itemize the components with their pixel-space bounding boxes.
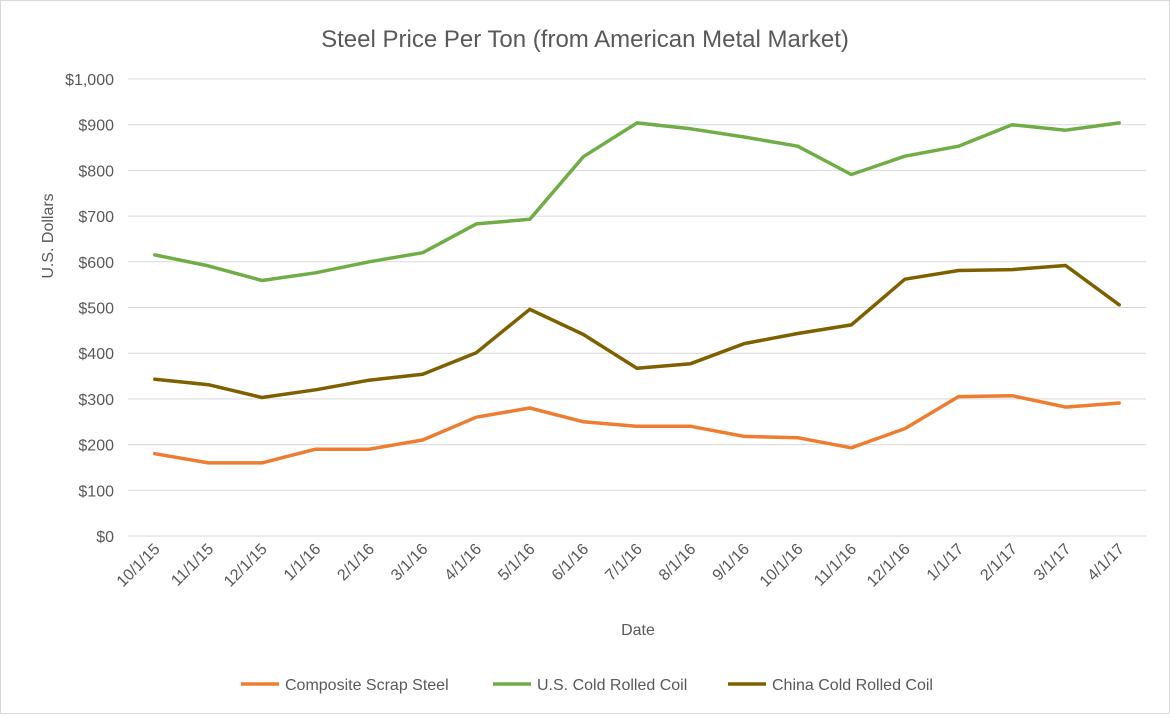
x-tick-label: 11/1/15 — [168, 541, 217, 590]
y-tick-label: $500 — [78, 301, 114, 318]
y-tick-label: $600 — [78, 255, 114, 272]
y-tick-label: $300 — [78, 392, 114, 409]
series-line — [153, 263, 1121, 400]
x-tick-label: 5/1/16 — [495, 541, 539, 585]
x-tick-label: 2/1/17 — [977, 541, 1021, 585]
y-axis-label: U.S. Dollars — [40, 193, 57, 278]
x-tick-label: 11/1/16 — [811, 541, 860, 590]
x-tick-label: 2/1/16 — [334, 541, 378, 585]
y-tick-label: $700 — [78, 209, 114, 226]
x-tick-label: 6/1/16 — [549, 541, 593, 585]
x-tick-label: 1/1/17 — [924, 541, 968, 585]
y-axis-ticks: $0 $100 $200 $300 $400 $500 $600 $700 $800 $900 $1… — [65, 72, 114, 546]
y-tick-label: $800 — [78, 163, 114, 180]
y-tick-label: $900 — [78, 118, 114, 135]
chart-title: Steel Price Per Ton (from American Metal… — [321, 26, 849, 53]
legend-entry: China Cold Rolled Coil — [772, 677, 933, 694]
y-tick-label: $1,000 — [65, 72, 114, 89]
x-axis-label: Date — [621, 622, 655, 639]
y-tick-label: $0 — [96, 529, 114, 546]
y-tick-label: $200 — [78, 438, 114, 455]
x-tick-label: 12/1/15 — [221, 541, 271, 591]
x-tick-label: 7/1/16 — [602, 541, 646, 585]
x-tick-label: 12/1/16 — [864, 541, 914, 591]
x-tick-label: 10/1/16 — [757, 541, 807, 591]
x-tick-label: 8/1/16 — [656, 541, 700, 585]
gridlines — [128, 78, 1146, 537]
legend: Composite Scrap Steel U.S. Cold Rolled Co… — [241, 677, 933, 694]
x-tick-label: 4/1/16 — [442, 541, 486, 585]
legend-entry: U.S. Cold Rolled Coil — [537, 677, 687, 694]
x-tick-label: 3/1/17 — [1031, 541, 1075, 585]
series-lines — [153, 121, 1121, 465]
x-tick-label: 10/1/15 — [114, 541, 164, 591]
y-tick-label: $400 — [78, 346, 114, 363]
x-tick-label: 4/1/17 — [1085, 541, 1129, 585]
x-axis-ticks: 10/1/15 11/1/15 12/1/15 1/1/16 2/1/16 3/1/16 4… — [114, 541, 1128, 591]
y-tick-label: $100 — [78, 483, 114, 500]
series-line — [153, 393, 1121, 465]
series-line — [153, 121, 1121, 283]
x-tick-label: 1/1/16 — [281, 541, 325, 585]
x-tick-label: 9/1/16 — [710, 541, 754, 585]
x-tick-label: 3/1/16 — [388, 541, 432, 585]
legend-entry: Composite Scrap Steel — [285, 677, 449, 694]
